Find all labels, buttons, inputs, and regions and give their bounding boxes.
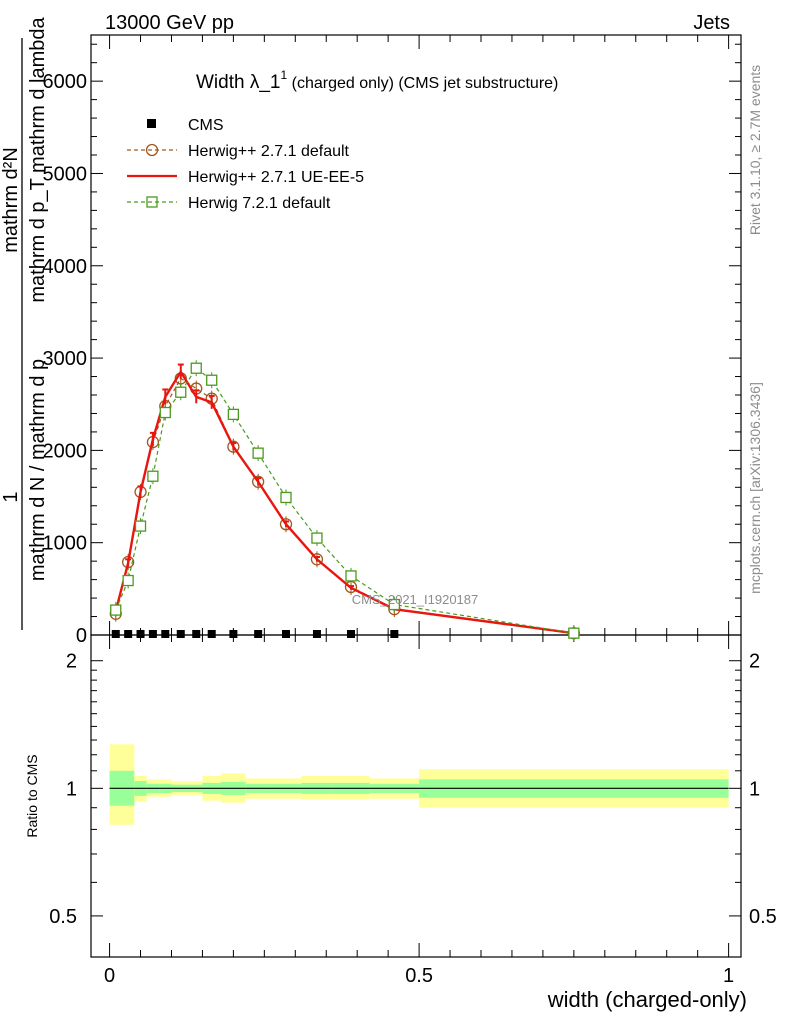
legend-marker-herwig72 [146,196,158,208]
cms-data-point [111,630,120,638]
y-tick-label: 1000 [43,533,88,555]
ratio-y-axis-label: Ratio to CMS [24,754,40,837]
cms-data-point [312,630,321,638]
cms-data-point [347,630,355,638]
x-tick-label: 0 [104,965,115,987]
herwig72-point [159,406,171,419]
ratio-tick-label-right: 2 [749,651,760,673]
cms-data-point [207,630,216,638]
y-tick-label: 2000 [43,440,88,462]
herwig72-point [388,598,400,611]
ratio-tick-label-right: 0.5 [749,906,777,928]
herwig72-point [280,491,292,504]
legend-marker-cms [147,119,156,128]
y-tick-label: 5000 [43,163,88,185]
herwig72-point [134,520,147,532]
ratio-tick-label: 0.5 [49,906,77,928]
cms-data-point [282,630,290,638]
y-tick-label: 0 [76,625,87,647]
y-tick-label: 3000 [43,348,88,370]
ratio-bands [109,744,729,825]
header-right: Jets [693,12,730,34]
cms-data-point [254,630,263,638]
ratio-plot-frame [90,634,742,958]
herwig72-point [568,627,580,639]
x-tick-label: 0.5 [405,965,433,987]
herwig_default-point [227,440,240,453]
herwig_default-point [310,553,324,566]
herwig_default-point [279,518,293,531]
y-label-numerator-one: 1 [0,491,22,502]
y-label-d2n: mathrm d²N [0,147,22,253]
cms-data-point [124,630,133,638]
analysis-watermark: CMS_2021_I1920187 [352,592,479,607]
herwig72-point [110,604,122,616]
cms-data-point [229,630,238,638]
herwig_default-line [115,377,574,634]
herwig72-point [190,362,202,374]
legend-label-herwig-ueee5: Herwig++ 2.7.1 UE-EE-5 [188,169,364,186]
legend-label-herwig-default: Herwig++ 2.7.1 default [188,143,350,160]
herwig72-point [227,408,240,421]
y-tick-label: 6000 [43,71,88,93]
rivet-version-label: Rivet 3.1.10, ≥ 2.7M events [747,65,763,235]
cms-data-point [176,630,185,638]
mcplots-label: mcplots.cern.ch [arXiv:1306.3436] [747,382,763,594]
cms-data-point [148,630,157,638]
data-series [109,360,581,642]
herwig72-point [147,470,159,482]
legend-marker-herwig-default [145,143,159,157]
plot-title: Width λ_11 (charged only) (CMS jet subst… [196,68,558,93]
plot-title-main: Width λ_1 [196,72,280,93]
herwig72-point [175,386,187,398]
legend: CMS Herwig++ 2.7.1 default Herwig++ 2.7.… [127,117,364,212]
plot-title-sup: 1 [280,68,287,82]
herwig_ueee5-line [114,369,575,635]
header-left: 13000 GeV pp [105,12,234,34]
legend-label-cms: CMS [188,117,224,134]
herwig72-point [122,574,134,587]
herwig_default-point [251,475,265,488]
cms-data-point [390,630,399,638]
y-label-denominator-line2: mathrm d p_T mathrm d lambda [27,16,49,302]
y-label-denominator-line1: mathrm d N / mathrm d p [27,359,49,581]
herwig72-point [345,570,357,582]
cms-data-point [136,630,145,638]
y-tick-label: 4000 [43,256,88,278]
cms-data-point [161,630,170,638]
herwig72-line [115,367,574,634]
cms-data-point [192,630,201,638]
main-y-axis-label: 1 mathrm d²N mathrm d N / mathrm d p mat… [0,16,49,630]
ratio-tick-label: 1 [66,778,77,800]
herwig72-point [206,374,218,386]
x-tick-label: 1 [723,965,734,987]
legend-label-herwig72: Herwig 7.2.1 default [188,195,331,212]
x-axis-label: width (charged-only) [547,987,747,1012]
ratio-tick-label-right: 1 [749,778,760,800]
herwig72-point [311,532,323,544]
ratio-tick-label: 2 [66,651,77,673]
axis-ticks: 0 1000 2000 3000 4000 5000 6000 0 0.5 1 0.5 0.5 1 1 2 2 [43,35,777,987]
herwig72-point [252,447,264,459]
plot-title-suffix: (charged only) (CMS jet substructure) [287,75,558,92]
